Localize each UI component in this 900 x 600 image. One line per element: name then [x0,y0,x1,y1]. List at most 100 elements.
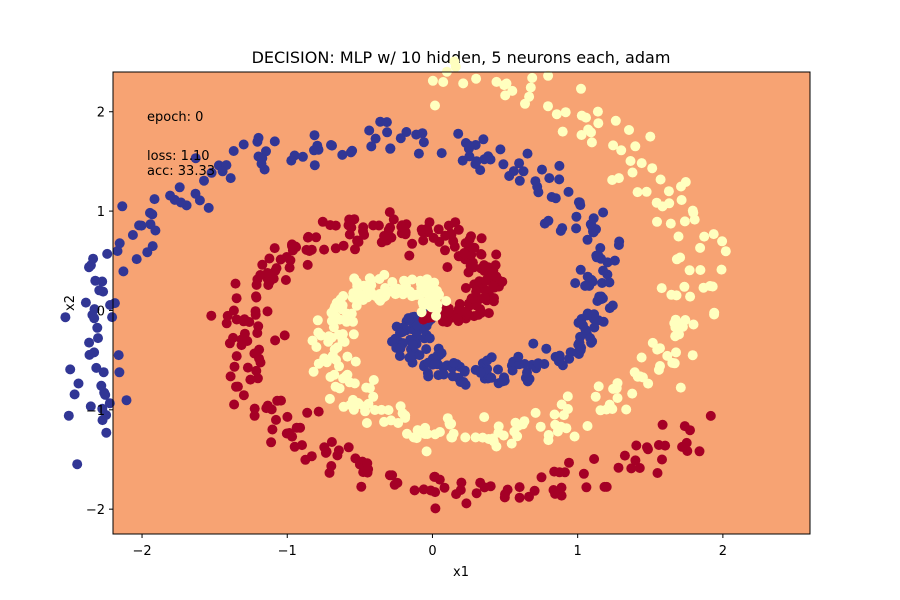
scatter-point [499,80,510,91]
scatter-point [396,221,407,232]
scatter-point [546,192,557,202]
scatter-point [479,412,490,423]
scatter-point [625,156,636,166]
scatter-point [348,316,358,327]
scatter-point [468,262,479,273]
scatter-point [589,322,600,333]
scatter-point [297,151,308,162]
scatter-point [656,283,667,294]
scatter-point [480,275,491,286]
scatter-point [389,479,400,490]
scatter-point [571,223,582,234]
scatter-point [289,441,300,452]
scatter-point [632,187,643,198]
scatter-point [429,291,440,301]
scatter-point [379,231,390,241]
x-axis-label: x1 [453,565,469,580]
scatter-point [543,70,554,81]
scatter-point [582,234,593,245]
scatter-point [447,371,458,382]
scatter-point [422,223,433,234]
scatter-point [645,131,656,142]
scatter-point [493,427,504,438]
scatter-point [338,240,349,251]
scatter-point [543,215,554,226]
scatter-point [527,72,538,83]
scatter-point [571,211,582,222]
scatter-point [676,195,687,205]
scatter-point [342,351,353,362]
scatter-point [206,310,217,321]
scatter-point [91,362,102,373]
scatter-point [194,195,205,206]
y-tick-label: −1 [86,404,105,419]
scatter-point [131,254,142,265]
scatter-point [275,254,286,265]
scatter-point [485,481,496,492]
scatter-point [279,330,290,341]
scatter-point [245,374,256,385]
scatter-point [569,431,580,442]
scatter-point [287,431,298,442]
scatter-point [370,133,381,144]
scatter-point [343,442,354,453]
scatter-point [430,503,441,514]
scatter-point [459,248,470,258]
scatter-point [717,236,728,247]
scatter-point [582,421,593,431]
scatter-point [423,371,434,382]
scatter-point [302,259,313,270]
scatter-point [217,166,228,177]
scatter-point [488,436,499,447]
plot-area: epoch: 0 loss: 1.10 acc: 33.33 [60,56,811,535]
scatter-point [471,73,482,84]
scatter-point [543,435,554,446]
scatter-point [483,308,494,319]
scatter-point [698,282,709,293]
scatter-point [490,260,501,271]
scatter-point [224,338,235,349]
scatter-point [513,351,524,362]
scatter-point [252,136,263,147]
scatter-point [613,462,624,473]
scatter-point [604,399,615,410]
scatter-point [522,367,532,378]
scatter-point [447,432,458,443]
scatter-point [407,274,418,285]
scatter-point [619,450,630,461]
scatter-point [113,350,124,361]
scatter-point [80,297,91,308]
scatter-point [597,278,608,288]
scatter-point [96,380,107,391]
scatter-point [601,481,612,492]
scatter-point [431,304,442,315]
scatter-point [254,353,265,364]
scatter-point [222,310,233,321]
scatter-point [519,359,530,369]
scatter-point [393,418,404,428]
scatter-point [555,225,566,236]
scatter-point [528,338,539,349]
scatter-point [112,246,123,256]
scatter-point [421,446,432,457]
scatter-point [394,351,405,361]
scatter-point [366,141,377,152]
scatter-point [388,214,399,225]
scatter-point [438,77,449,87]
scatter-point [65,364,76,375]
scatter-point [333,445,344,456]
scatter-point [416,307,427,318]
scatter-point [267,424,278,435]
scatter-point [458,78,469,89]
scatter-point [549,409,560,420]
y-tick-label: 0 [97,304,105,319]
scatter-point [514,158,525,169]
scatter-point [564,457,574,468]
scatter-point [90,275,101,286]
scatter-point [593,118,604,129]
scatter-point [271,414,281,425]
scatter-point [319,244,330,255]
scatter-point [417,279,428,290]
scatter-point [663,186,674,197]
